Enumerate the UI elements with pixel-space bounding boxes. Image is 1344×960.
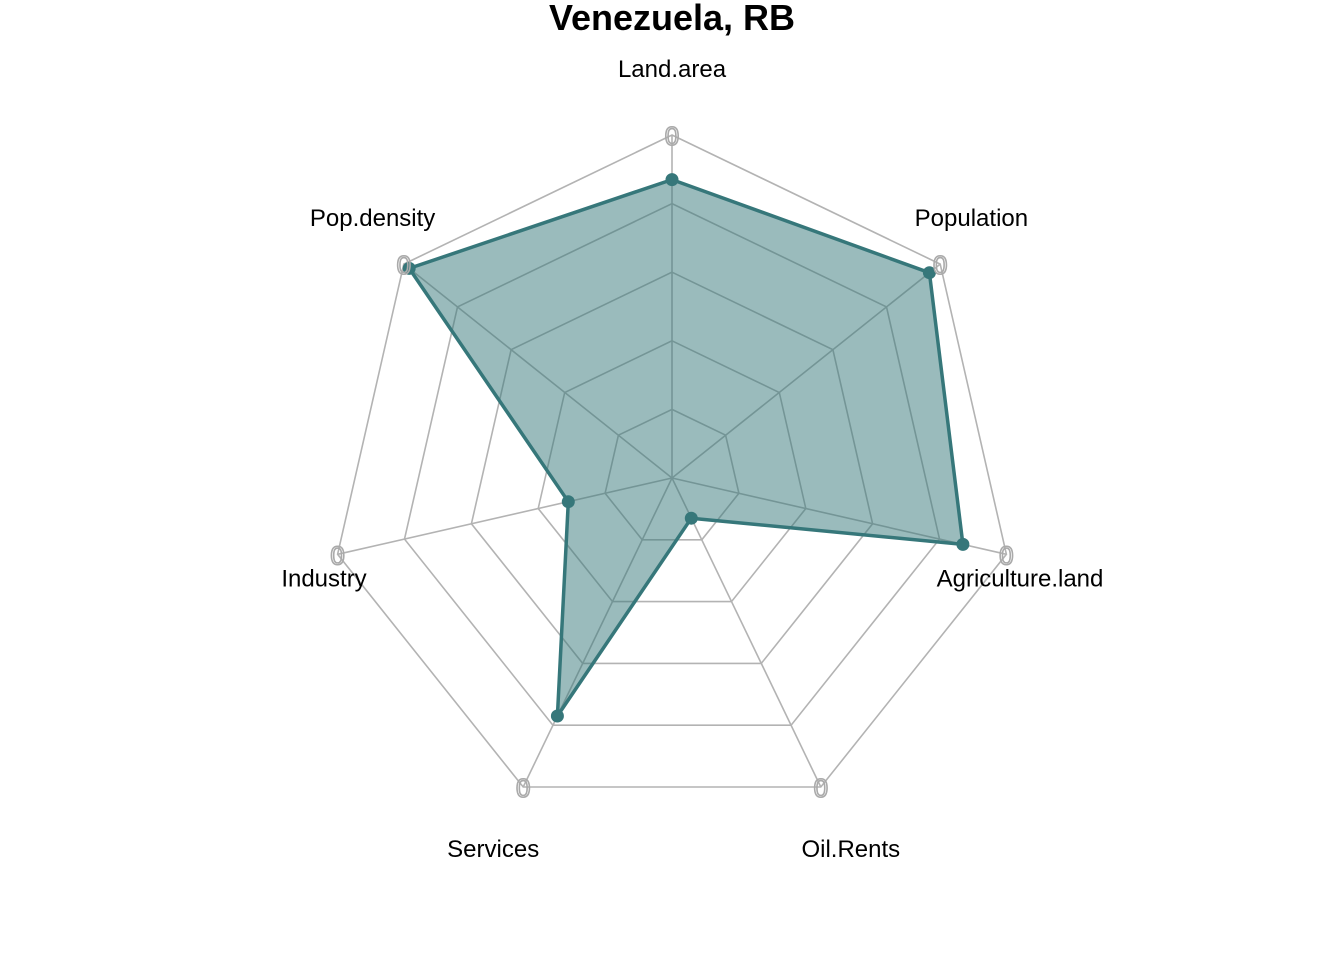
series-area [407, 177, 965, 718]
axis-label-oil-rents: Oil.Rents [801, 836, 900, 863]
data-point [550, 709, 564, 723]
tick-label: 0 [933, 250, 947, 280]
axis-label-land-area: Land.area [618, 56, 727, 83]
chart-title: Venezuela, RB [549, 0, 795, 38]
axis-label-industry: Industry [281, 565, 366, 592]
axis-label-agriculture-land: Agriculture.land [937, 565, 1104, 592]
data-point [402, 261, 416, 275]
tick-label: 0 [516, 773, 530, 803]
spoke [671, 477, 822, 788]
data-point [956, 537, 970, 551]
data-point [684, 511, 698, 525]
data-point [922, 266, 936, 280]
axis-label-population: Population [915, 205, 1028, 232]
data-point [561, 495, 575, 509]
grid-ring-5 [336, 134, 1008, 788]
tick-label: 0 [397, 250, 411, 280]
label-layer: 0 0 0 0 0 0 0 Land.area Population Agriculture.la… [281, 56, 1103, 863]
tick-label: 0 [999, 540, 1013, 570]
data-point [665, 173, 679, 187]
axis-label-pop-density: Pop.density [310, 205, 435, 232]
tick-label: 0 [814, 773, 828, 803]
tick-label: 0 [330, 540, 344, 570]
data-layer [402, 173, 970, 723]
tick-label: 0 [665, 121, 679, 151]
axis-label-services: Services [447, 836, 539, 863]
